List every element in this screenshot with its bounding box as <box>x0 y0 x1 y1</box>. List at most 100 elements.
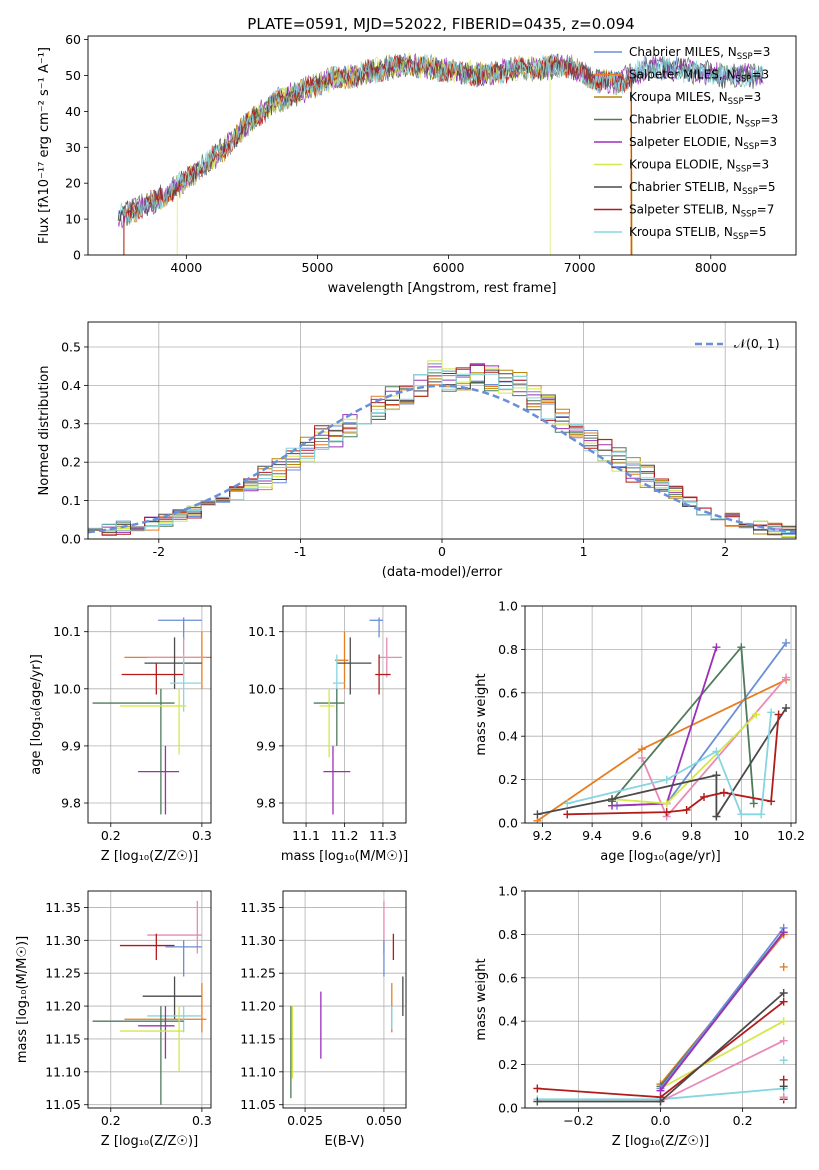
y-tick-label: 9.8 <box>256 796 276 811</box>
legend-count: =3 <box>744 90 762 104</box>
axes-frame <box>87 605 212 824</box>
y-axis-label: mass [log₁₀(M/M☉)] <box>15 936 30 1063</box>
y-tick-label: 50 <box>65 68 81 83</box>
ticks: 11.1 11.2 11.3 9.8 9.9 10.0 10.1 <box>248 624 397 843</box>
weight-series-line <box>611 713 757 805</box>
y-tick-label: 40 <box>65 104 81 119</box>
legend-subscript: SSP <box>743 142 759 152</box>
y-tick-label: 11.05 <box>240 1097 276 1112</box>
legend-subscript: SSP <box>741 210 757 220</box>
axes-frame <box>87 321 797 540</box>
legend-count: =7 <box>757 203 775 217</box>
legend-label: Salpeter MILES, NSSP=3 <box>629 68 769 85</box>
legend-name: Salpeter MILES, N <box>629 68 736 82</box>
plus-marker <box>779 962 788 971</box>
plus-marker <box>662 775 671 784</box>
y-tick-label: 0.0 <box>498 1101 518 1116</box>
legend-name: Salpeter ELODIE, N <box>629 135 743 149</box>
y-axis-label: Normed distribution <box>37 366 52 496</box>
residuals-panel: -2 -1 0 1 2 0.0 0.1 0.2 0.3 0.4 0.5 (data-model)/er… <box>37 321 797 580</box>
y-tick-label: 0.8 <box>498 927 518 942</box>
plus-marker <box>737 810 746 819</box>
ticks: 4000 5000 6000 7000 8000 0 10 20 30 40 50 60 <box>65 32 727 275</box>
y-tick-label: 60 <box>65 32 81 47</box>
axes-frame <box>282 890 407 1109</box>
y-tick-label: 10.1 <box>248 624 276 639</box>
x-axis-label: wavelength [Angstrom, rest frame] <box>328 281 557 296</box>
plus-marker <box>662 808 671 817</box>
x-axis-label: Z [log₁₀(Z/Z☉)] <box>101 1134 198 1149</box>
legend-subscript: SSP <box>745 120 761 130</box>
grid <box>283 891 406 1108</box>
plus-marker <box>719 788 728 797</box>
y-tick-label: 0.4 <box>498 1014 518 1029</box>
histogram-step <box>88 369 796 539</box>
plus-marker <box>737 643 746 652</box>
y-tick-label: 11.20 <box>45 999 81 1014</box>
legend-subscript: SSP <box>733 232 749 242</box>
plus-marker <box>712 812 721 821</box>
grid <box>88 891 211 1108</box>
legend-name: Salpeter STELIB, N <box>629 203 741 217</box>
legend-subscript: SSP <box>742 187 758 197</box>
x-tick-label: 7000 <box>564 260 596 275</box>
age-vs-z-panel: 0.2 0.3 9.8 9.9 10.0 10.1 Z [log₁₀(Z/Z☉)] age [… <box>29 605 212 864</box>
ticks: 0.025 0.050 11.05 11.10 11.15 11.20 11.25 11.30… <box>240 900 402 1128</box>
x-tick-label: -2 <box>153 544 165 559</box>
ticks: 0.2 0.3 11.05 11.10 11.15 11.20 11.25 11.30 11.3… <box>45 900 212 1128</box>
plus-marker <box>767 708 776 717</box>
spectrum-series-line <box>117 53 764 224</box>
x-tick-label: 0.3 <box>192 828 212 843</box>
y-tick-label: 0.0 <box>498 816 518 831</box>
legend-subscript: SSP <box>728 97 744 107</box>
legend-count: =3 <box>761 113 779 127</box>
axes-frame <box>87 35 797 256</box>
x-tick-label: 5000 <box>302 260 334 275</box>
y-tick-label: 0.2 <box>498 772 518 787</box>
x-axis-label: mass [log₁₀(M/M☉)] <box>281 849 408 864</box>
weight-series-line <box>611 644 755 804</box>
y-tick-label: 11.10 <box>45 1064 81 1079</box>
weight-series-line <box>537 707 787 820</box>
plus-marker <box>637 753 646 762</box>
legend-name: Chabrier STELIB, N <box>629 180 742 194</box>
legend-label: Salpeter STELIB, NSSP=7 <box>629 203 774 220</box>
x-tick-label: 0.2 <box>101 828 121 843</box>
y-tick-label: 20 <box>65 176 81 191</box>
legend-name: Chabrier ELODIE, N <box>629 113 745 127</box>
plus-marker <box>779 1082 788 1091</box>
x-tick-label: 0.2 <box>733 1113 753 1128</box>
plus-marker <box>656 1097 665 1106</box>
y-tick-label: 0.4 <box>61 378 81 393</box>
x-tick-label: 0.0 <box>651 1113 671 1128</box>
spectrum-series-line <box>123 54 633 255</box>
plus-marker <box>774 710 783 719</box>
error-bars <box>290 900 404 1099</box>
weight-series-line <box>660 1039 785 1103</box>
legend-label: Chabrier ELODIE, NSSP=3 <box>629 113 778 130</box>
legend-count: =5 <box>749 225 767 239</box>
y-axis-label: mass weight <box>474 958 489 1040</box>
plus-marker <box>782 703 791 712</box>
plus-marker <box>767 797 776 806</box>
plus-marker <box>637 745 646 754</box>
x-tick-label: 1 <box>580 544 588 559</box>
plus-marker <box>656 1086 665 1095</box>
x-tick-label: 4000 <box>170 260 202 275</box>
x-tick-label: 0.3 <box>192 1113 212 1128</box>
weight-vs-age-panel: 9.2 9.4 9.6 9.8 10 10.2 0.0 0.2 0.4 0.6 0.8 1.0 age … <box>474 599 805 865</box>
plus-marker <box>662 799 671 808</box>
weight-series-line <box>659 931 785 1092</box>
legend-name: Kroupa ELODIE, N <box>629 158 736 172</box>
spectrum-lines <box>117 52 764 255</box>
legend-count: =3 <box>759 135 777 149</box>
plus-marker <box>712 643 721 652</box>
normal-curve <box>88 384 796 534</box>
y-tick-label: 0.2 <box>61 455 81 470</box>
plus-marker <box>608 795 617 804</box>
plus-marker <box>712 747 721 756</box>
grid <box>525 890 796 1109</box>
x-tick-label: -1 <box>294 544 306 559</box>
legend-count: =3 <box>753 45 771 59</box>
